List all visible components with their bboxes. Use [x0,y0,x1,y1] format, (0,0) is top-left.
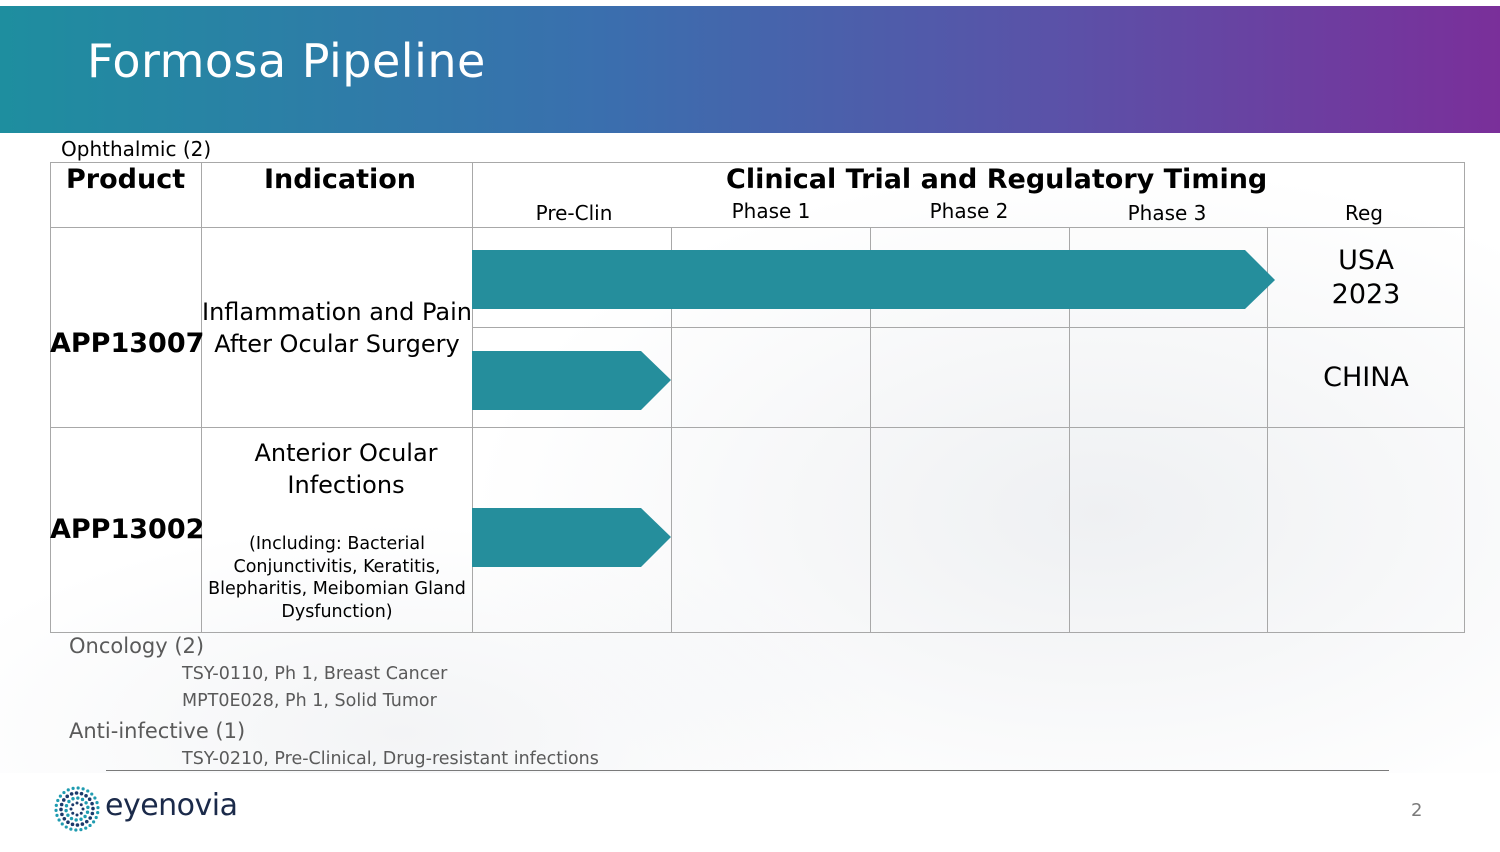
reg-line: USA [1338,245,1394,276]
phase-label-phase2: Phase 2 [929,199,1009,223]
brand-wordmark: eyenovia [105,788,238,823]
page-number: 2 [1411,800,1423,821]
progress-arrow-app13007-china [472,351,671,410]
title-banner: Formosa Pipeline [0,6,1500,133]
phase-label-phase1: Phase 1 [731,199,811,223]
indication-note-app13002: (Including: Bacterial Conjunctivitis, Ke… [201,533,473,623]
eyenovia-logo-icon [54,786,100,832]
reg-line: CHINA [1323,362,1409,393]
background-swoosh [0,133,1500,773]
row2-reg-cell [1267,427,1465,633]
footer-divider [106,770,1389,771]
reg-china: CHINA [1267,361,1465,395]
antiinfective-item: TSY-0210, Pre-Clinical, Drug-resistant i… [182,749,599,769]
column-header-indication: Indication [264,164,417,195]
product-name-app13002: APP13002 [50,514,205,545]
section-ophthalmic-label: Ophthalmic (2) [61,137,212,161]
row2-phase-cell [1069,427,1268,633]
indication-app13002: Anterior Ocular Infections [201,437,491,501]
pipeline-table: Product Indication Clinical Trial and Re… [50,162,1465,633]
product-name-app13007: APP13007 [50,328,205,359]
section-antiinfective-label: Anti-infective (1) [69,719,246,743]
reg-line: 2023 [1331,279,1401,310]
progress-arrow-app13007-usa [472,250,1275,309]
progress-arrow-app13002 [472,508,671,567]
indication-line: Infections [287,471,405,499]
section-oncology-label: Oncology (2) [69,634,205,658]
page-title: Formosa Pipeline [87,34,486,88]
oncology-item: TSY-0110, Ph 1, Breast Cancer [182,664,448,684]
indication-note-line: Conjunctivitis, Keratitis, [233,556,441,577]
indication-note-line: (Including: Bacterial [249,534,425,554]
phase-label-reg: Reg [1345,201,1383,225]
column-header-product: Product [66,164,186,195]
indication-line: Inflammation and Pain [202,298,472,326]
indication-app13007: Inflammation and Pain After Ocular Surge… [201,296,473,360]
row2-phase-cell [870,427,1070,633]
row2-phase-cell [671,427,871,633]
row1b-phase-cell [1069,327,1268,428]
phase-label-phase3: Phase 3 [1127,201,1207,225]
indication-line: After Ocular Surgery [214,330,460,358]
row1b-phase-cell [671,327,871,428]
indication-note-line: Blepharitis, Meibomian Gland [208,579,466,599]
row1b-phase-cell [870,327,1070,428]
oncology-item: MPT0E028, Ph 1, Solid Tumor [182,691,437,711]
indication-note-line: Dysfunction) [281,601,393,622]
phase-label-preclin: Pre-Clin [535,201,613,225]
column-header-timing: Clinical Trial and Regulatory Timing [726,164,1268,195]
indication-line: Anterior Ocular [254,439,438,467]
reg-usa: USA 2023 [1267,244,1465,312]
